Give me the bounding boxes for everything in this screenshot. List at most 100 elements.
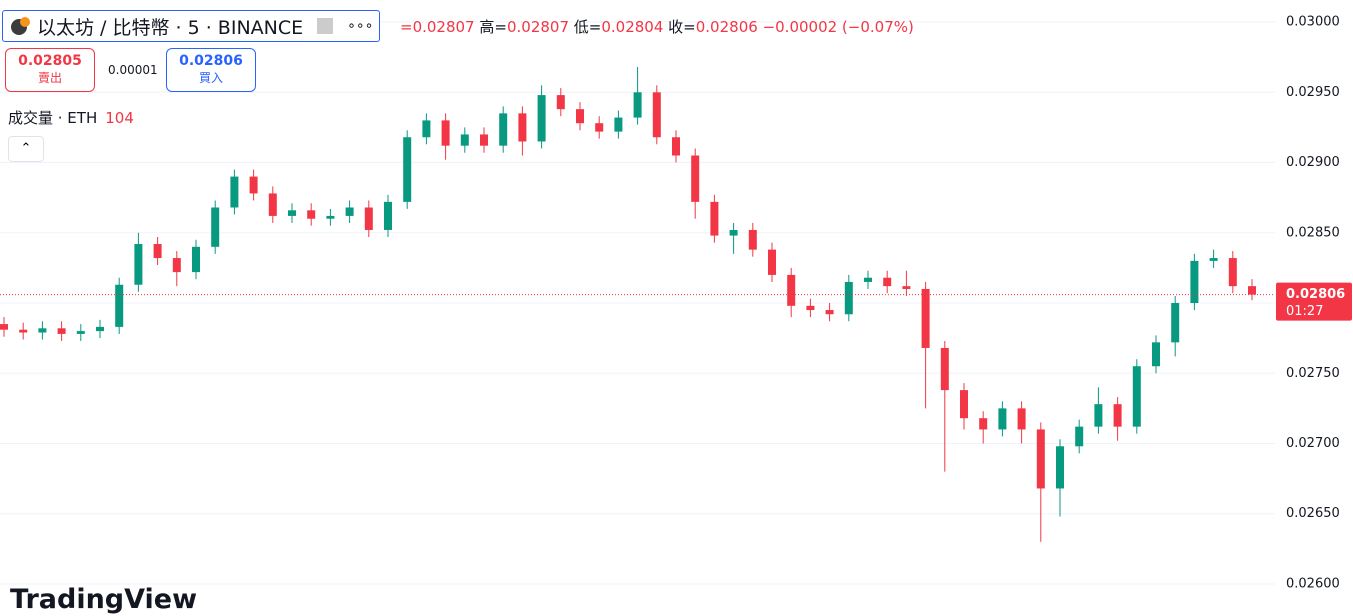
candle-body [768, 249, 776, 275]
y-tick-label: 0.02650 [1286, 506, 1340, 521]
high-value: 0.02807 [506, 18, 569, 36]
candle-body [19, 329, 28, 333]
price-tag-label: 0.02806 [1286, 287, 1345, 302]
symbol-header[interactable]: 以太坊 / 比特幣 · 5 · BINANCE ∘∘∘ [2, 10, 381, 42]
candle-body [1248, 286, 1256, 295]
candle-body [672, 137, 680, 156]
candle-body [1171, 303, 1180, 343]
candle-body [518, 113, 527, 142]
low-value: 0.02804 [601, 18, 664, 36]
candle-body [940, 347, 949, 391]
candle-body [268, 193, 277, 216]
candle-body [576, 109, 584, 124]
candle-body [153, 244, 162, 259]
candle-body [960, 390, 968, 419]
candle-body [864, 277, 872, 282]
candle-body [556, 95, 565, 110]
buy-price: 0.02806 [179, 53, 243, 69]
candle-body [633, 92, 642, 118]
candle-body [115, 284, 124, 327]
candle-body [921, 288, 930, 348]
candle-body [748, 229, 757, 250]
sell-button[interactable]: 0.02805 賣出 [5, 48, 95, 92]
candle-body [1094, 404, 1103, 427]
candle-body [1190, 260, 1199, 304]
candle-body [710, 201, 719, 236]
candle-body [192, 246, 200, 273]
candle-body [499, 113, 508, 146]
candle-body [1228, 258, 1237, 287]
candle-body [1075, 426, 1084, 447]
sell-price: 0.02805 [18, 53, 82, 69]
candle-body [288, 210, 296, 216]
y-tick-label: 0.02600 [1286, 576, 1340, 591]
candle-body [806, 305, 815, 311]
candle-body [825, 310, 834, 315]
candle-body [38, 328, 47, 333]
low-label: 低= [573, 18, 602, 36]
candle-body [345, 207, 354, 216]
open-value: =0.02807 [400, 18, 475, 36]
candle-body [979, 418, 988, 430]
volume-title: 成交量 · ETH [8, 109, 98, 127]
candle-body [460, 134, 469, 146]
candle-body [691, 155, 700, 202]
more-button[interactable]: ∘∘∘ [347, 18, 374, 34]
volume-legend: 成交量 · ETH 104 [8, 107, 134, 128]
candle-body [403, 137, 412, 202]
y-tick-label: 0.02850 [1286, 225, 1340, 240]
candle-body [307, 210, 316, 219]
candle-body [364, 207, 373, 230]
symbol-title: 以太坊 / 比特幣 · 5 · BINANCE [37, 16, 304, 39]
candle-body [1036, 429, 1045, 489]
candle-body [384, 201, 392, 230]
candle-body [326, 215, 335, 219]
candle-body [422, 120, 431, 138]
candle-body [480, 134, 488, 146]
y-tick-label: 0.02700 [1286, 436, 1340, 451]
y-tick-label: 0.02950 [1286, 85, 1340, 100]
sell-label: 賣出 [37, 71, 62, 85]
candle-body [787, 274, 796, 306]
candle-body [57, 328, 66, 334]
candle-body [998, 408, 1007, 430]
candle-body [76, 331, 85, 334]
price-tag [1276, 282, 1352, 321]
candle-body [595, 123, 604, 132]
candle-body [1056, 446, 1064, 489]
change: −0.00002 (−0.07%) [762, 18, 914, 36]
candle-body [230, 176, 239, 208]
candle-body [652, 92, 661, 138]
collapse-button[interactable]: ⌃ [8, 136, 44, 162]
candle-body [134, 244, 143, 285]
candle-body [614, 117, 623, 132]
candle-body [537, 95, 546, 142]
candle-body [0, 324, 8, 330]
high-label: 高= [479, 18, 507, 36]
buy-button[interactable]: 0.02806 買入 [166, 48, 256, 92]
y-tick-label: 0.02750 [1286, 366, 1340, 381]
close-label: 收= [668, 18, 696, 36]
candle-body [1113, 404, 1122, 427]
candle-body [172, 258, 181, 273]
y-tick-label: 0.02900 [1286, 155, 1340, 170]
candle-body [1209, 258, 1218, 261]
candle-body [883, 277, 892, 287]
close-value: 0.02806 [695, 18, 758, 36]
y-tick-label: 0.03000 [1286, 15, 1340, 30]
candle-body [441, 120, 450, 146]
buy-label: 買入 [198, 71, 223, 85]
candle-body [249, 176, 258, 194]
logo: TradingView [10, 584, 198, 615]
flag-icon [317, 18, 334, 34]
spread: 0.00001 [108, 63, 158, 77]
candle-body [844, 281, 853, 315]
ohlc-legend: =0.02807 高=0.02807 低=0.02804 收=0.02806 −… [400, 16, 914, 37]
volume-value: 104 [105, 109, 134, 127]
candle-body [1017, 408, 1026, 430]
symbol-icon [11, 17, 30, 35]
candle-body [729, 229, 738, 236]
candle-body [1132, 366, 1141, 427]
